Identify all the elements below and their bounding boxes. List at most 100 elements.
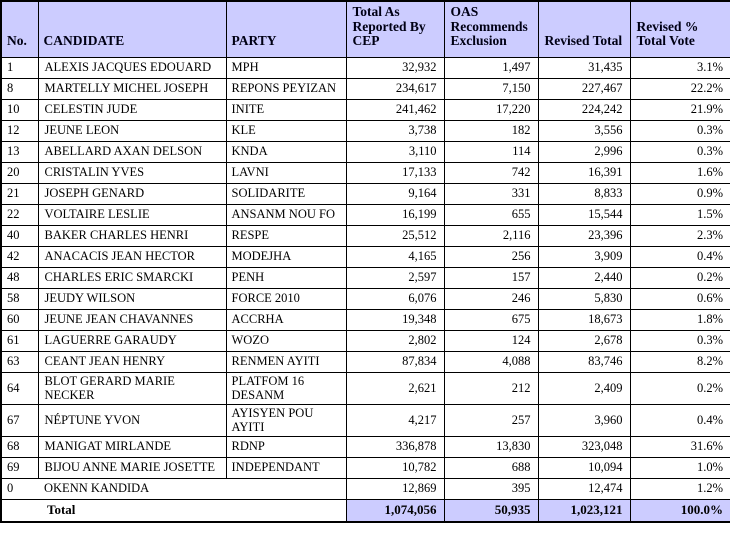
column-header-party: PARTY — [225, 0, 347, 58]
cell-cep-total: 19,348 — [345, 308, 445, 331]
cell-revised-pct: 0.3% — [629, 119, 730, 142]
table-row: 64 BLOT GERARD MARIE NECKER PLATFOM 16 DES… — [0, 371, 730, 405]
cell-oas-exclusion: 124 — [443, 329, 539, 352]
cell-revised-pct: 22.2% — [629, 77, 730, 100]
cell-revised-pct: 0.2% — [629, 371, 730, 405]
cell-revised-total: 224,242 — [537, 98, 631, 121]
cell-candidate: VOLTAIRE LESLIE — [37, 203, 227, 226]
cell-no: 67 — [0, 403, 39, 437]
cell-no: 68 — [0, 435, 39, 458]
table-row: 61 LAGUERRE GARAUDY WOZO 2,802 124 2,678 0.3% — [0, 329, 730, 352]
table-row: 12 JEUNE LEON KLE 3,738 182 3,556 0.3% — [0, 119, 730, 142]
cell-candidate: ALEXIS JACQUES EDOUARD — [37, 56, 227, 79]
cell-revised-pct: 0.4% — [629, 245, 730, 268]
cell-cep-total: 25,512 — [345, 224, 445, 247]
table-row: 22 VOLTAIRE LESLIE ANSANM NOU FO 16,199 655 1… — [0, 203, 730, 226]
table-row: 60 JEUNE JEAN CHAVANNES ACCRHA 19,348 675 18,… — [0, 308, 730, 331]
results-table: No. CANDIDATE PARTY Total As Reported By… — [0, 0, 730, 523]
cell-revised-total: 5,830 — [537, 287, 631, 310]
cell-party: RDNP — [225, 435, 347, 458]
cell-revised-total: 3,960 — [537, 403, 631, 437]
cell-revised-total: 23,396 — [537, 224, 631, 247]
cell-oas-exclusion: 655 — [443, 203, 539, 226]
cell-revised-total: 18,673 — [537, 308, 631, 331]
cell-cep-total: 9,164 — [345, 182, 445, 205]
cell-cep-total: 4,217 — [345, 403, 445, 437]
cell-no: 69 — [0, 456, 39, 479]
cell-cep-total: 10,782 — [345, 456, 445, 479]
cell-cep-total: 234,617 — [345, 77, 445, 100]
table-row: 20 CRISTALIN YVES LAVNI 17,133 742 16,391 1.6% — [0, 161, 730, 184]
cell-revised-total: 2,440 — [537, 266, 631, 289]
cell-no: 22 — [0, 203, 39, 226]
table-row: 42 ANACACIS JEAN HECTOR MODEJHA 4,165 256 3,9… — [0, 245, 730, 268]
cell-party: MPH — [225, 56, 347, 79]
total-no-cell — [0, 498, 38, 523]
total-label: Total — [38, 498, 226, 523]
cell-cep-total: 12,869 — [345, 477, 445, 500]
table-row: 0 OKENN KANDIDA 12,869 395 12,474 1.2% — [0, 477, 730, 500]
cell-revised-total: 83,746 — [537, 350, 631, 373]
cell-revised-pct: 1.0% — [629, 456, 730, 479]
cell-candidate: BIJOU ANNE MARIE JOSETTE — [37, 456, 227, 479]
cell-no: 13 — [0, 140, 39, 163]
cell-party: ANSANM NOU FO — [225, 203, 347, 226]
cell-revised-pct: 0.4% — [629, 403, 730, 437]
cell-no: 0 — [0, 477, 38, 500]
cell-no: 20 — [0, 161, 39, 184]
cell-oas-exclusion: 331 — [443, 182, 539, 205]
column-header-oas-exclusion: OAS Recommends Exclusion — [443, 0, 539, 58]
cell-candidate: CHARLES ERIC SMARCKI — [37, 266, 227, 289]
cell-no: 63 — [0, 350, 39, 373]
column-header-no: No. — [0, 0, 39, 58]
cell-no: 64 — [0, 371, 39, 405]
cell-candidate: LAGUERRE GARAUDY — [37, 329, 227, 352]
cell-party — [226, 477, 347, 500]
cell-oas-exclusion: 256 — [443, 245, 539, 268]
cell-no: 40 — [0, 224, 39, 247]
cell-cep-total: 241,462 — [345, 98, 445, 121]
cell-cep-total: 2,597 — [345, 266, 445, 289]
cell-revised-pct: 0.3% — [629, 140, 730, 163]
header-row: No. CANDIDATE PARTY Total As Reported By… — [0, 0, 730, 58]
cell-candidate: JEUNE JEAN CHAVANNES — [37, 308, 227, 331]
cell-cep-total: 336,878 — [345, 435, 445, 458]
cell-candidate: JOSEPH GENARD — [37, 182, 227, 205]
cell-party: REPONS PEYIZAN — [225, 77, 347, 100]
table-row: 1 ALEXIS JACQUES EDOUARD MPH 32,932 1,497 31,… — [0, 56, 730, 79]
cell-oas-exclusion: 157 — [443, 266, 539, 289]
cell-oas-exclusion: 257 — [443, 403, 539, 437]
cell-no: 8 — [0, 77, 39, 100]
cell-no: 42 — [0, 245, 39, 268]
cell-no: 10 — [0, 98, 39, 121]
cell-party: KNDA — [225, 140, 347, 163]
cell-party: MODEJHA — [225, 245, 347, 268]
total-revised-pct: 100.0% — [629, 498, 730, 523]
cell-party: ACCRHA — [225, 308, 347, 331]
cell-revised-pct: 8.2% — [629, 350, 730, 373]
cell-revised-pct: 3.1% — [629, 56, 730, 79]
cell-cep-total: 87,834 — [345, 350, 445, 373]
cell-no: 1 — [0, 56, 39, 79]
cell-oas-exclusion: 2,116 — [443, 224, 539, 247]
cell-no: 58 — [0, 287, 39, 310]
table-row: 58 JEUDY WILSON FORCE 2010 6,076 246 5,830 0.6… — [0, 287, 730, 310]
cell-candidate: MARTELLY MICHEL JOSEPH — [37, 77, 227, 100]
cell-revised-pct: 1.6% — [629, 161, 730, 184]
cell-party: FORCE 2010 — [225, 287, 347, 310]
cell-candidate: OKENN KANDIDA — [38, 477, 226, 500]
cell-candidate: CELESTIN JUDE — [37, 98, 227, 121]
cell-candidate: NÉPTUNE YVON — [37, 403, 227, 437]
cell-revised-pct: 1.5% — [629, 203, 730, 226]
cell-revised-total: 227,467 — [537, 77, 631, 100]
cell-revised-pct: 1.8% — [629, 308, 730, 331]
cell-party: SOLIDARITE — [225, 182, 347, 205]
table-row: 21 JOSEPH GENARD SOLIDARITE 9,164 331 8,833 0.… — [0, 182, 730, 205]
cell-oas-exclusion: 675 — [443, 308, 539, 331]
table-row: 69 BIJOU ANNE MARIE JOSETTE INDEPENDANT 10,… — [0, 456, 730, 479]
table-row: 10 CELESTIN JUDE INITE 241,462 17,220 224,242… — [0, 98, 730, 121]
cell-party: LAVNI — [225, 161, 347, 184]
cell-revised-pct: 0.2% — [629, 266, 730, 289]
cell-oas-exclusion: 212 — [443, 371, 539, 405]
total-party-cell — [226, 498, 347, 523]
